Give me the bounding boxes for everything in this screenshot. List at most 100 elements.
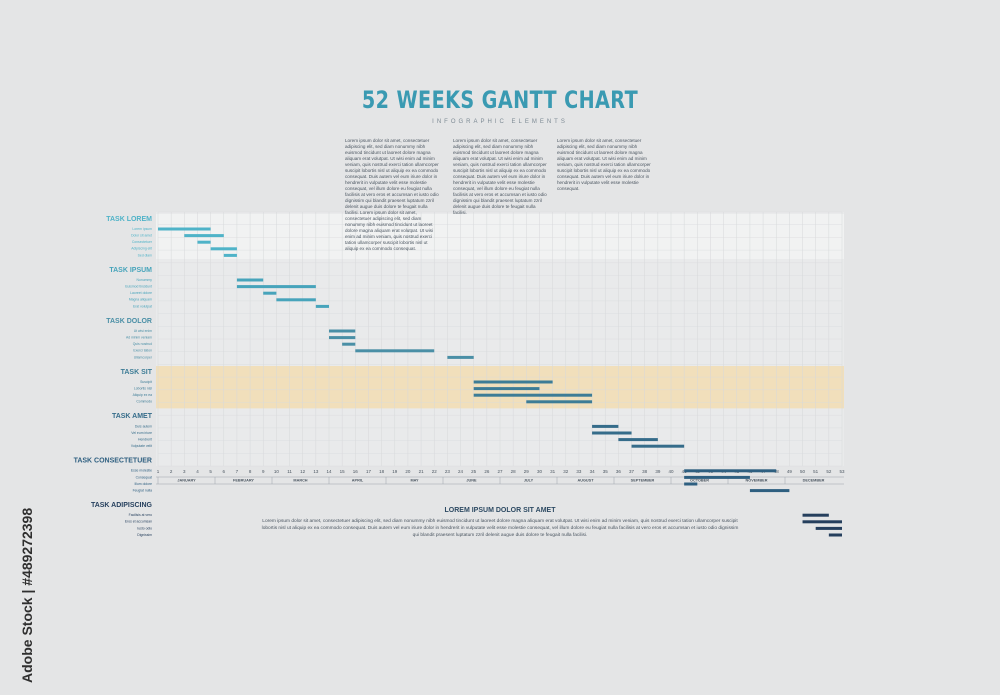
x-tick-label: 50: [800, 469, 806, 474]
x-tick-label: 35: [603, 469, 609, 474]
month-label: APRIL: [352, 479, 364, 483]
task-bar: [618, 438, 658, 442]
x-tick-label: 12: [300, 469, 306, 474]
x-tick-label: 17: [366, 469, 372, 474]
x-tick-label: 19: [392, 469, 398, 474]
x-tick-label: 38: [642, 469, 648, 474]
task-bar: [815, 526, 842, 530]
task-label: Facilisis at vero: [129, 513, 152, 517]
task-label: Esse molestie: [131, 469, 152, 473]
paragraph: Lorem ipsum dolor sit amet, consectetuer…: [345, 138, 439, 251]
task-bar: [631, 444, 685, 448]
task-bar: [184, 234, 224, 238]
x-tick-label: 26: [484, 469, 490, 474]
month-label: NOVEMBER: [746, 479, 768, 483]
task-bar: [828, 533, 842, 537]
task-bar: [684, 475, 750, 479]
month-label: MAY: [410, 479, 419, 483]
task-bar: [197, 240, 211, 244]
task-label: Laoreet dolore: [130, 291, 152, 295]
group-label: TASK LOREM: [106, 216, 152, 223]
group-label: TASK AMET: [112, 413, 153, 420]
task-bar: [210, 247, 237, 251]
x-tick-label: 34: [590, 469, 596, 474]
x-tick-label: 22: [432, 469, 438, 474]
x-tick-label: 14: [326, 469, 332, 474]
task-label: Nonummy: [137, 278, 153, 282]
x-tick-label: 27: [497, 469, 503, 474]
task-label: Adipiscing elit: [131, 247, 152, 251]
task-label: Commodo: [136, 400, 152, 404]
x-tick-label: 24: [458, 469, 464, 474]
task-bar: [473, 380, 553, 384]
footer-text: Lorem ipsum dolor sit amet, consectetuer…: [261, 519, 739, 538]
task-bar: [236, 278, 264, 282]
task-label: Feugiat nulla: [133, 488, 153, 492]
watermark: Adobe Stock | #489272398: [19, 507, 35, 683]
footer-title: LOREM IPSUM DOLOR SIT AMET: [444, 507, 556, 514]
task-bar: [355, 349, 435, 353]
task-label: Aliquip ex ea: [133, 393, 153, 397]
group-label: TASK ADIPISCING: [91, 502, 153, 509]
task-label: Duis autem: [135, 424, 152, 428]
x-tick-label: 53: [839, 469, 845, 474]
x-tick-label: 30: [537, 469, 543, 474]
task-bar: [276, 298, 316, 302]
x-tick-label: 51: [813, 469, 819, 474]
month-label: DECEMBER: [803, 479, 825, 483]
x-tick-label: 52: [826, 469, 832, 474]
x-tick-label: 49: [787, 469, 793, 474]
task-bar: [329, 336, 356, 340]
x-tick-label: 18: [379, 469, 385, 474]
x-tick-label: 40: [668, 469, 674, 474]
task-bar: [802, 520, 842, 524]
x-tick-label: 33: [576, 469, 582, 474]
task-bar: [526, 400, 593, 404]
group-label: TASK DOLOR: [106, 318, 152, 325]
task-label: Lorem ipsum: [132, 227, 152, 231]
x-tick-label: 36: [616, 469, 622, 474]
task-label: Dignissim: [137, 533, 152, 537]
x-tick-label: 15: [340, 469, 346, 474]
x-tick-label: 10: [274, 469, 280, 474]
month-label: FEBRUARY: [233, 479, 254, 483]
task-bar: [473, 393, 593, 397]
task-label: Exerci tation: [133, 349, 152, 353]
month-label: MARCH: [293, 479, 307, 483]
month-label: SEPTEMBER: [631, 479, 655, 483]
x-tick-label: 39: [655, 469, 661, 474]
task-label: Hendrerit: [138, 437, 152, 441]
x-tick-label: 20: [405, 469, 411, 474]
task-bar: [236, 285, 316, 289]
group-label: TASK IPSUM: [109, 267, 152, 274]
task-label: Iusto odio: [137, 526, 152, 530]
task-label: Suscipit: [140, 380, 152, 384]
x-tick-label: 1: [157, 469, 160, 474]
x-tick-label: 37: [629, 469, 635, 474]
task-bar: [684, 482, 698, 486]
month-label: JULY: [524, 479, 534, 483]
paragraph: Lorem ipsum dolor sit amet, consectetuer…: [453, 138, 547, 215]
task-bar: [329, 329, 356, 333]
x-tick-label: 5: [209, 469, 212, 474]
x-tick-label: 31: [550, 469, 556, 474]
task-label: Quis nostrud: [133, 342, 152, 346]
task-label: Ullamcorper: [134, 355, 153, 359]
group-label: TASK SIT: [121, 369, 153, 376]
x-tick-label: 7: [236, 469, 239, 474]
task-label: Vel eum iriure: [131, 431, 152, 435]
x-tick-label: 2: [170, 469, 173, 474]
chart-title: 52 WEEKS GANTT CHART: [361, 86, 639, 114]
task-bar: [263, 291, 277, 295]
task-label: Vulputate velit: [131, 444, 152, 448]
x-tick-label: 3: [183, 469, 186, 474]
task-bar: [802, 513, 829, 517]
task-label: Magna aliquam: [129, 298, 152, 302]
task-label: Ad minim veniam: [126, 335, 152, 339]
task-label: Consequat: [136, 475, 152, 479]
x-tick-label: 13: [313, 469, 319, 474]
x-tick-label: 29: [524, 469, 530, 474]
month-label: JUNE: [466, 479, 477, 483]
x-tick-label: 6: [223, 469, 226, 474]
